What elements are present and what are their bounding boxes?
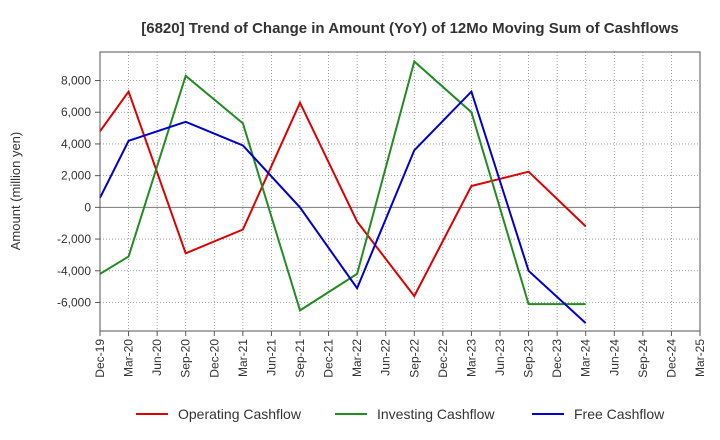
x-tick-label: Mar-25 <box>693 339 707 377</box>
x-tick-label: Dec-24 <box>664 339 678 378</box>
legend-label: Investing Cashflow <box>377 406 495 422</box>
x-tick-label: Jun-22 <box>379 339 393 376</box>
x-tick-label: Sep-22 <box>407 339 421 378</box>
x-tick-label: Dec-23 <box>550 339 564 378</box>
x-tick-label: Sep-23 <box>522 339 536 378</box>
x-tick-label: Mar-22 <box>350 339 364 377</box>
plot-frame-layer <box>99 51 701 332</box>
y-tick-label: 0 <box>84 200 91 214</box>
x-tick-label: Dec-21 <box>322 339 336 378</box>
x-tick-label: Jun-20 <box>150 339 164 376</box>
x-tick-label: Mar-21 <box>236 339 250 377</box>
x-tick-label: Dec-22 <box>436 339 450 378</box>
legend-label: Operating Cashflow <box>178 406 302 422</box>
plot-background <box>100 52 700 331</box>
y-axis-label: Amount (million yen) <box>8 132 23 251</box>
y-tick-label: 6,000 <box>61 105 91 119</box>
x-tick-label: Sep-24 <box>636 339 650 378</box>
plot-frame <box>99 51 701 332</box>
y-tick-label: -4,000 <box>57 264 91 278</box>
x-tick-label: Mar-24 <box>579 339 593 377</box>
y-tick-label: 2,000 <box>61 169 91 183</box>
x-tick-label: Dec-19 <box>93 339 107 378</box>
y-tick-label: 8,000 <box>61 74 91 88</box>
y-tick-labels: 8,000 6,000 4,000 2,000 0 -2,000 -4,000 -6,000 <box>57 74 100 309</box>
legend: Operating Cashflow Investing Cashflow Free… <box>136 406 665 422</box>
x-tick-labels: Dec-19 Mar-20 Jun-20 Sep-20 Dec-20 Mar-21 Jun-… <box>93 331 707 378</box>
x-tick-label: Sep-21 <box>293 339 307 378</box>
y-tick-label: 4,000 <box>61 137 91 151</box>
x-tick-label: Dec-20 <box>207 339 221 378</box>
series-line-investing-cashflow <box>99 59 586 312</box>
grid-layer <box>99 52 701 331</box>
x-tick-label: Mar-23 <box>464 339 478 377</box>
y-tick-label: -2,000 <box>57 232 91 246</box>
legend-label: Free Cashflow <box>574 406 665 422</box>
series-line-free-cashflow <box>99 89 587 324</box>
x-tick-label: Mar-20 <box>122 339 136 377</box>
x-tick-label: Sep-20 <box>179 339 193 378</box>
y-tick-label: -6,000 <box>57 295 91 309</box>
chart-title: [6820] Trend of Change in Amount (YoY) o… <box>141 20 679 37</box>
series-layer <box>99 59 587 324</box>
x-tick-label: Jun-21 <box>264 339 278 376</box>
x-tick-label: Jun-24 <box>607 339 621 376</box>
x-tick-label: Jun-23 <box>493 339 507 376</box>
